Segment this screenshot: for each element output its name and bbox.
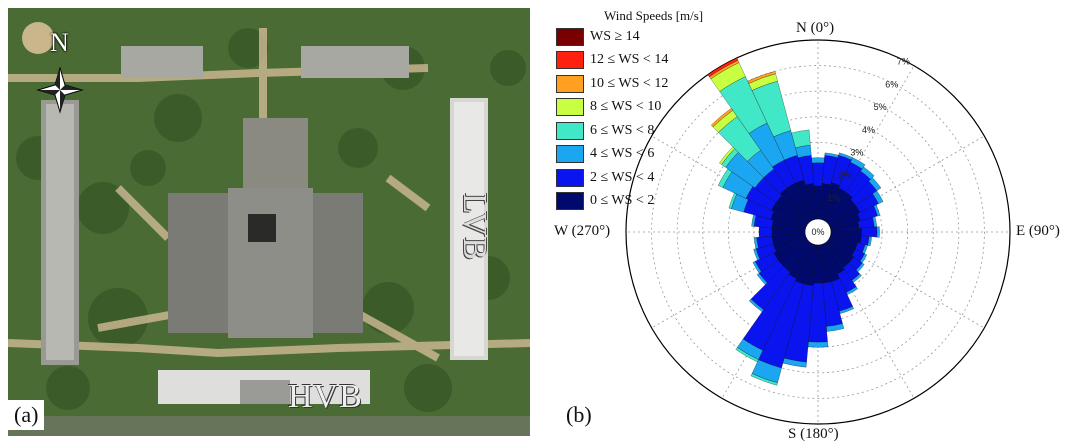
radial-tick-label: 4%: [862, 125, 875, 135]
panel-a-label: (a): [8, 400, 45, 430]
north-label: N: [50, 28, 70, 57]
legend-entry: 12 ≤ WS < 14: [556, 49, 703, 71]
legend: Wind Speeds [m/s] WS ≥ 14 12 ≤ WS < 14 10 …: [556, 8, 703, 212]
rose-bar-200-bin-3: [750, 373, 778, 386]
legend-swatch: [556, 145, 584, 163]
legend-swatch: [556, 74, 584, 93]
direction-label-east: E (90°): [1016, 223, 1060, 239]
rose-bar-40-bin-2: [860, 166, 875, 180]
legend-label: 4 ≤ WS < 6: [590, 146, 655, 161]
rose-bar-260-bin-2: [753, 237, 759, 249]
aerial-map-image: [8, 8, 530, 436]
legend-swatch: [556, 192, 584, 210]
legend-label: 2 ≤ WS < 4: [590, 169, 655, 185]
radial-tick-label: 5%: [874, 102, 887, 112]
wind-rose-chart: 0% 1% 2% 3% 4% 5% 6% 7%: [625, 39, 1011, 425]
rose-bar-0-bin-2: [811, 157, 825, 164]
legend-label: 6 ≤ WS < 8: [590, 122, 655, 138]
rose-bar-250-bin-2: [753, 248, 761, 261]
rose-bar-180-bin-2: [807, 341, 829, 348]
legend-label: 8 ≤ WS < 10: [590, 99, 662, 114]
radial-tick-label: 0%: [811, 227, 824, 237]
rose-bar-330-bin-6: [707, 57, 739, 77]
legend-swatch: [556, 98, 584, 116]
legend-label: 0 ≤ WS < 2: [590, 193, 655, 208]
rose-bar-210-bin-3: [735, 347, 759, 363]
legend-entry: 6 ≤ WS < 8: [556, 120, 703, 142]
radial-tick-label: 1%: [827, 193, 840, 203]
radial-tick-label: 6%: [885, 79, 898, 89]
legend-entry: 8 ≤ WS < 10: [556, 96, 703, 118]
legend-entry: WS ≥ 14: [556, 26, 703, 48]
legend-entry: 0 ≤ WS < 2: [556, 190, 703, 212]
rose-center-hole: [804, 218, 832, 246]
rose-bar-220-bin-2: [748, 298, 764, 312]
radial-tick-label: 3%: [850, 148, 863, 158]
direction-label-west: W (270°): [554, 223, 611, 239]
rose-grid-ring: [676, 90, 960, 374]
rose-bar-270-bin-1: [758, 226, 773, 238]
radial-tick-label: 7%: [897, 57, 910, 67]
direction-label-north: N (0°): [796, 20, 835, 36]
rose-bar-350-bin-3: [791, 129, 811, 148]
radial-tick-label: 2%: [839, 170, 852, 180]
rose-bar-30-bin-2: [850, 157, 866, 170]
legend-swatch: [556, 27, 584, 46]
legend-swatch: [556, 51, 584, 69]
legend-swatch: [556, 168, 584, 187]
legend-label: 12 ≤ WS < 14: [590, 52, 669, 67]
compass-rose-icon: [36, 66, 84, 114]
rose-bar-240-bin-2: [752, 261, 762, 274]
rose-bar-100-bin-2: [867, 236, 872, 247]
panel-b-label: (b): [560, 400, 598, 430]
hvb-building-label: HVB: [288, 378, 363, 415]
wind-rose-panel: 0% 1% 2% 3% 4% 5% 6% 7% Wind Speeds [m/s] WS ≥ …: [540, 0, 1070, 442]
rose-bar-90-bin-1: [861, 226, 878, 238]
rose-bar-60-bin-2: [872, 190, 884, 204]
lvb-building-label: LVB: [455, 193, 493, 261]
legend-swatch: [556, 121, 584, 140]
legend-title: Wind Speeds [m/s]: [604, 8, 704, 23]
legend-label: 10 ≤ WS < 12: [590, 75, 669, 91]
legend-label: WS ≥ 14: [590, 28, 640, 44]
rose-bar-230-bin-2: [756, 273, 768, 285]
rose-bar-340-bin-5: [747, 71, 776, 84]
legend-entry: 10 ≤ WS < 12: [556, 73, 703, 95]
legend-entry: 4 ≤ WS < 6: [556, 143, 703, 165]
rose-bar-70-bin-2: [873, 204, 881, 217]
legend-entry: 2 ≤ WS < 4: [556, 167, 703, 189]
rose-bar-50-bin-2: [868, 177, 882, 191]
rose-bar-90-bin-2: [876, 226, 880, 238]
aerial-map: N LVB HVB: [8, 8, 530, 436]
rose-grid-ring: [651, 65, 985, 399]
direction-label-south: S (180°): [788, 426, 839, 442]
